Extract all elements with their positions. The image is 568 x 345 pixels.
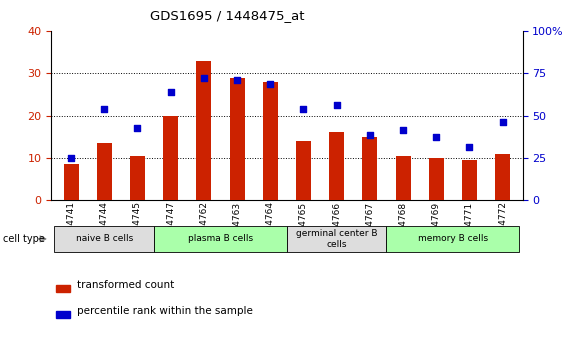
Point — [66, 155, 76, 161]
Bar — [296, 141, 311, 200]
Point — [432, 134, 441, 139]
Bar — [462, 160, 477, 200]
Bar — [495, 154, 510, 200]
Point — [199, 75, 208, 80]
Bar — [229, 78, 244, 200]
Text: percentile rank within the sample: percentile rank within the sample — [77, 306, 253, 316]
Bar — [56, 312, 70, 318]
Bar — [362, 137, 377, 200]
Bar — [163, 116, 178, 200]
Text: cell type: cell type — [3, 234, 45, 244]
Bar — [130, 156, 145, 200]
Bar — [386, 226, 519, 252]
Point — [266, 81, 275, 87]
Point — [166, 90, 175, 95]
Point — [299, 107, 308, 112]
Point — [399, 128, 408, 133]
Bar — [97, 143, 112, 200]
Point — [465, 145, 474, 150]
Bar — [64, 164, 78, 200]
Text: GDS1695 / 1448475_at: GDS1695 / 1448475_at — [150, 9, 304, 22]
Bar — [197, 61, 211, 200]
Point — [365, 132, 374, 137]
Text: germinal center B
cells: germinal center B cells — [296, 229, 377, 249]
Text: naive B cells: naive B cells — [76, 234, 133, 244]
Bar — [395, 156, 411, 200]
Point — [232, 77, 241, 82]
Text: transformed count: transformed count — [77, 280, 174, 290]
Bar — [329, 132, 344, 200]
Point — [133, 126, 142, 131]
Point — [332, 102, 341, 108]
Bar — [56, 285, 70, 292]
Bar — [55, 226, 154, 252]
Bar — [429, 158, 444, 200]
Point — [498, 119, 507, 125]
Text: plasma B cells: plasma B cells — [188, 234, 253, 244]
Bar — [287, 226, 386, 252]
Text: memory B cells: memory B cells — [418, 234, 488, 244]
Bar — [154, 226, 287, 252]
Point — [100, 107, 109, 112]
Bar — [263, 82, 278, 200]
